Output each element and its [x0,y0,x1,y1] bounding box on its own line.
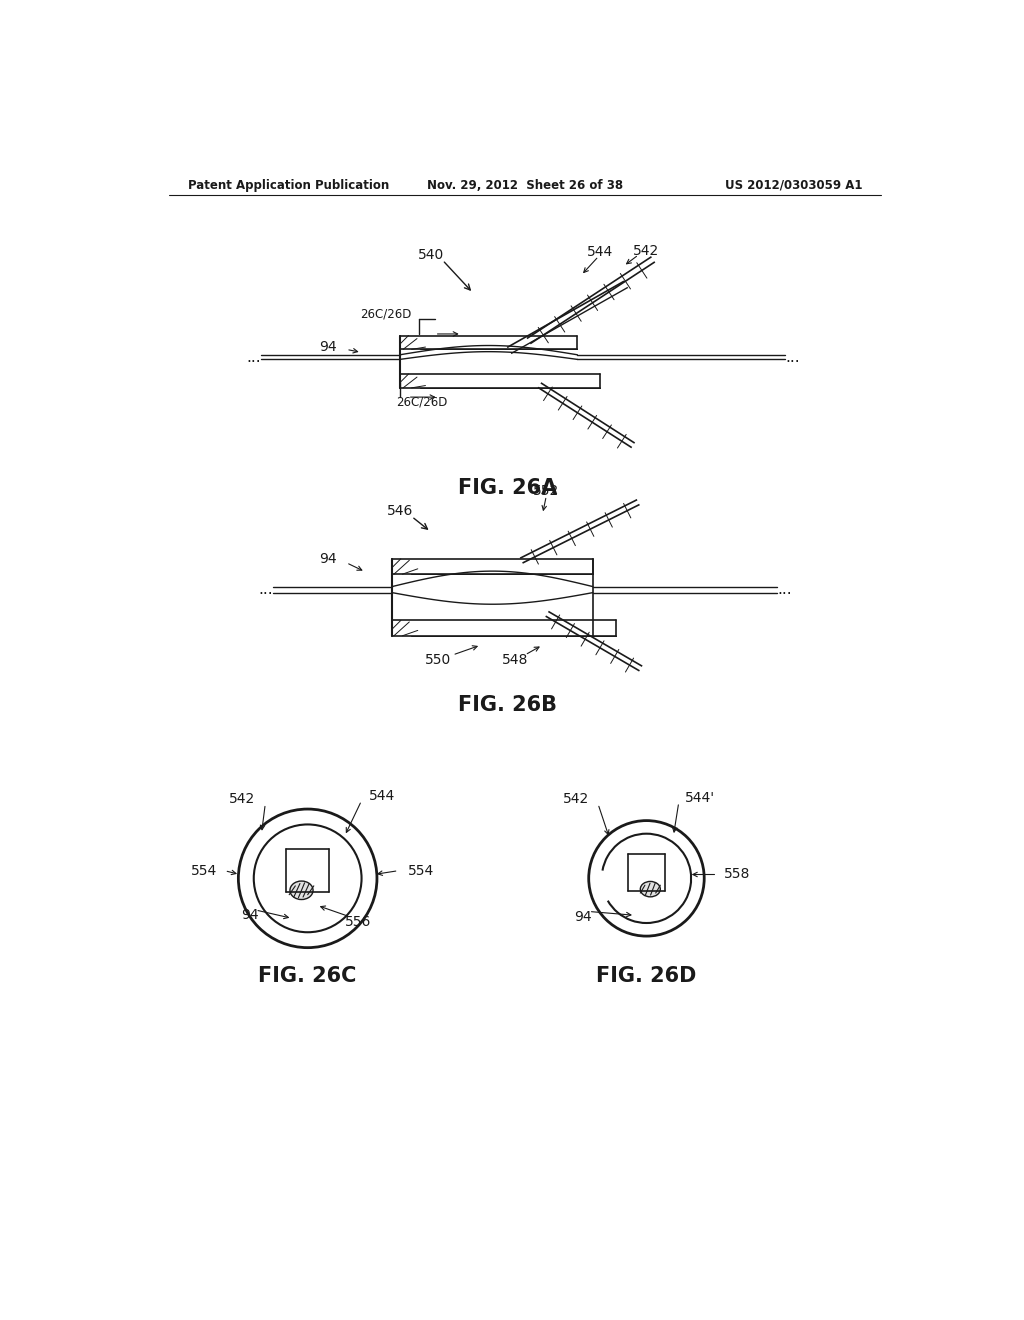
Ellipse shape [290,880,313,899]
Text: ...: ... [247,350,261,364]
Text: 542: 542 [633,244,659,257]
Text: 540: 540 [418,248,444,261]
Text: FIG. 26D: FIG. 26D [596,966,696,986]
Text: 94: 94 [241,908,259,921]
Text: 94: 94 [574,909,592,924]
Text: Nov. 29, 2012  Sheet 26 of 38: Nov. 29, 2012 Sheet 26 of 38 [427,178,623,191]
Text: 94: 94 [319,341,337,354]
Ellipse shape [640,882,660,896]
Text: ...: ... [258,582,272,597]
Text: FIG. 26C: FIG. 26C [258,966,356,986]
Text: 554: 554 [408,863,434,878]
Text: 544: 544 [587,246,613,259]
Text: Patent Application Publication: Patent Application Publication [188,178,389,191]
Text: ...: ... [778,582,793,597]
Text: FIG. 26A: FIG. 26A [458,478,557,498]
Text: 544: 544 [370,789,395,803]
Text: 94: 94 [319,552,337,566]
Text: US 2012/0303059 A1: US 2012/0303059 A1 [725,178,862,191]
Text: 26C/26D: 26C/26D [396,395,447,408]
Text: 542: 542 [562,792,589,807]
Text: 556: 556 [344,915,371,929]
Text: 552: 552 [534,484,559,498]
Text: 558: 558 [724,867,750,882]
Text: 546: 546 [387,504,414,517]
Text: 542: 542 [229,792,255,807]
Text: 544': 544' [685,791,715,804]
Text: 26C/26D: 26C/26D [360,308,412,321]
Text: 550: 550 [425,653,452,668]
Text: 548: 548 [503,653,528,668]
Text: ...: ... [785,350,800,364]
Text: FIG. 26B: FIG. 26B [459,696,557,715]
Text: 554: 554 [190,863,217,878]
